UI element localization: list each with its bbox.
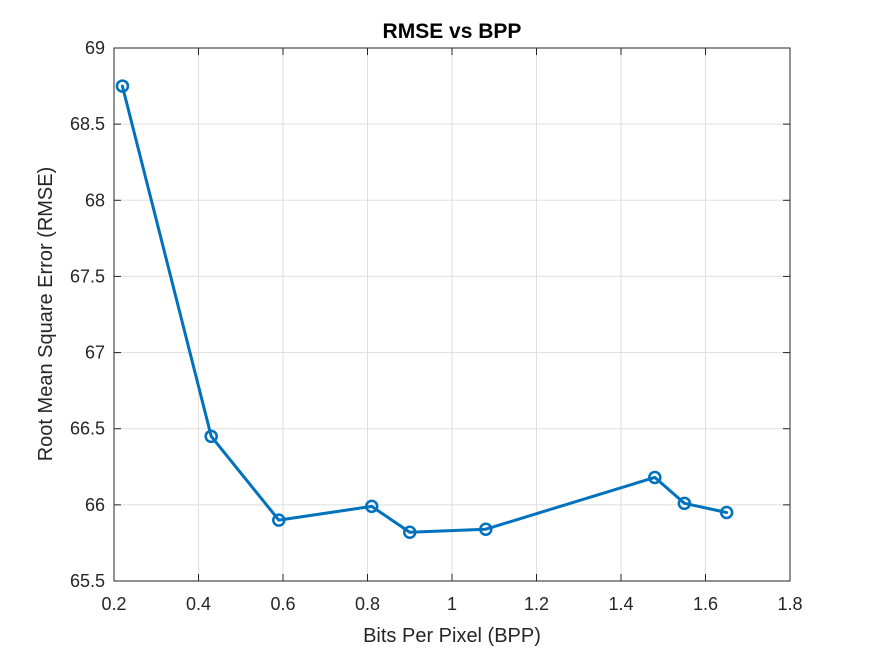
y-tick-label: 67.5 bbox=[70, 266, 105, 286]
x-tick-label: 1.8 bbox=[777, 594, 802, 614]
series-layer bbox=[115, 79, 734, 540]
x-tick-label: 0.6 bbox=[270, 594, 295, 614]
y-tick-label: 68.5 bbox=[70, 114, 105, 134]
x-tick-label: 1 bbox=[447, 594, 457, 614]
chart-title: RMSE vs BPP bbox=[383, 20, 522, 43]
data-point-marker bbox=[364, 499, 379, 514]
x-tick-label: 0.2 bbox=[101, 594, 126, 614]
x-tick-label: 1.2 bbox=[524, 594, 549, 614]
data-point-marker bbox=[677, 496, 692, 511]
y-tick-label: 67 bbox=[85, 343, 105, 363]
x-axis-label: Bits Per Pixel (BPP) bbox=[363, 625, 541, 647]
y-tick-label: 66.5 bbox=[70, 419, 105, 439]
y-tick-label: 66 bbox=[85, 495, 105, 515]
y-tick-label: 69 bbox=[85, 38, 105, 58]
y-axis-label: Root Mean Square Error (RMSE) bbox=[35, 167, 57, 462]
tick-layer: 0.2 0.4 0.6 0.8 1 1.2 1.4 1.6 1.8 65.5 66 66.5 67 67.… bbox=[70, 38, 803, 614]
series-line bbox=[120, 84, 729, 534]
x-tick-label: 1.6 bbox=[693, 594, 718, 614]
data-point-marker bbox=[115, 79, 130, 93]
y-tick-label: 68 bbox=[85, 190, 105, 210]
data-point-marker bbox=[719, 505, 734, 520]
data-point-marker bbox=[272, 513, 286, 527]
y-tick-label: 65.5 bbox=[70, 571, 105, 591]
x-tick-label: 0.4 bbox=[186, 594, 211, 614]
data-point-marker bbox=[648, 470, 662, 485]
x-tick-label: 0.8 bbox=[355, 594, 380, 614]
data-point-marker bbox=[204, 429, 218, 444]
data-point-marker bbox=[403, 525, 417, 540]
x-tick-label: 1.4 bbox=[608, 594, 633, 614]
data-point-marker bbox=[479, 522, 493, 536]
